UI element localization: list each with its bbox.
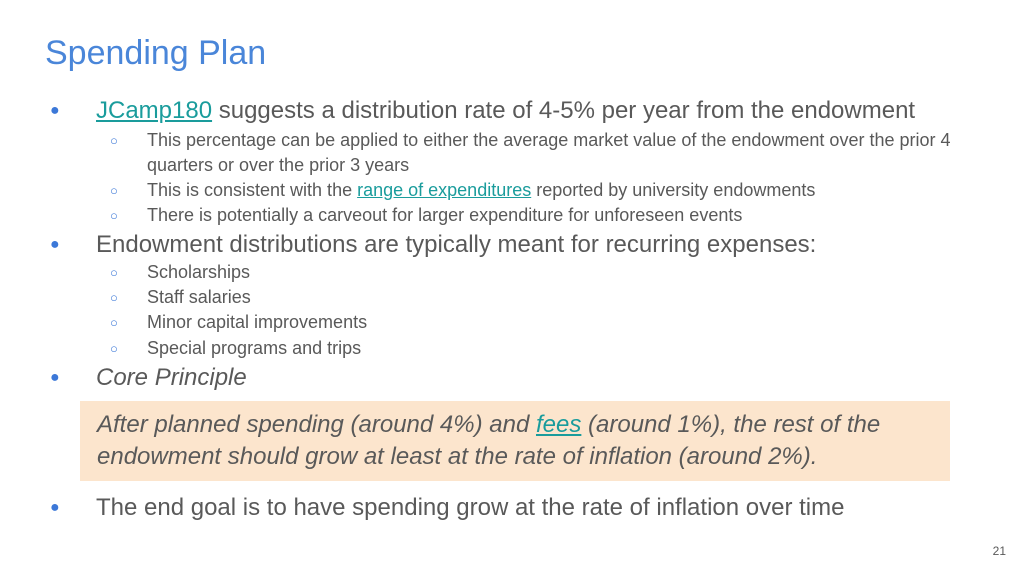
bullet-text-rest: suggests a distribution rate of 4-5% per…	[212, 97, 916, 124]
sub-bullet-icon: ○	[110, 133, 118, 148]
sub-bullet-text: This percentage can be applied to either…	[147, 130, 951, 175]
sub-bullet-icon: ○	[110, 183, 118, 198]
callout-text: After planned spending (around 4%) and f…	[97, 409, 947, 473]
sub-bullet-text: Staff salaries	[147, 287, 251, 307]
sub-bullet-text-pre: This is consistent with the	[147, 180, 358, 200]
bullet-text: Endowment distributions are typically me…	[96, 231, 817, 258]
bullet-text: The end goal is to have spending grow at…	[96, 494, 845, 521]
sub-bullet-icon: ○	[110, 315, 118, 330]
page-title: Spending Plan	[45, 34, 267, 72]
callout-text-post: (around 1%), the rest of the endowment s…	[97, 411, 881, 470]
sub-bullet-text: This is consistent with the range of exp…	[147, 178, 987, 203]
sub-bullet-icon: ○	[110, 341, 118, 356]
core-principle-callout: After planned spending (around 4%) and f…	[80, 401, 950, 481]
sub-bullet-text: Scholarships	[147, 262, 251, 282]
bullet-icon: ●	[50, 369, 60, 386]
bullet-icon: ●	[50, 499, 60, 516]
sub-bullet-icon: ○	[110, 208, 118, 223]
sub-bullet-text: Special programs and trips	[147, 338, 362, 358]
sub-bullet-text-post: reported by university endowments	[531, 180, 816, 200]
fees-link[interactable]: fees	[535, 411, 582, 438]
sub-bullet-icon: ○	[110, 290, 118, 305]
range-of-expenditures-link[interactable]: range of expenditures	[357, 180, 532, 200]
bullet-text: Core Principle	[96, 364, 247, 391]
jcamp180-link[interactable]: JCamp180	[96, 97, 213, 124]
bullet-icon: ●	[50, 102, 60, 119]
sub-bullet-text: There is potentially a carveout for larg…	[147, 205, 743, 225]
bullet-text: JCamp180 suggests a distribution rate of…	[96, 96, 915, 126]
callout-text-pre: After planned spending (around 4%) and	[97, 411, 536, 438]
sub-bullet-icon: ○	[110, 265, 118, 280]
bullet-icon: ●	[50, 236, 60, 253]
page-number: 21	[992, 544, 1006, 558]
sub-bullet-text: Minor capital improvements	[147, 312, 368, 332]
